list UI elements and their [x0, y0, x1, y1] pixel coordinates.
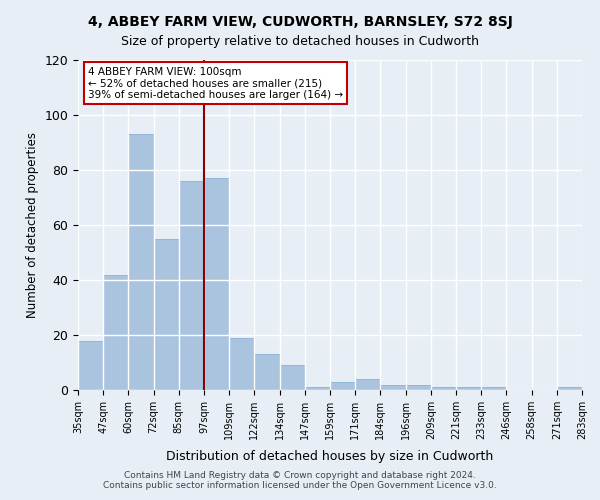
- Text: Size of property relative to detached houses in Cudworth: Size of property relative to detached ho…: [121, 35, 479, 48]
- Bar: [481, 387, 506, 390]
- Bar: [179, 181, 204, 390]
- Text: 4, ABBEY FARM VIEW, CUDWORTH, BARNSLEY, S72 8SJ: 4, ABBEY FARM VIEW, CUDWORTH, BARNSLEY, …: [88, 15, 512, 29]
- Bar: [128, 134, 154, 390]
- Bar: [204, 178, 229, 390]
- Bar: [431, 387, 456, 390]
- Bar: [280, 365, 305, 390]
- Bar: [456, 387, 481, 390]
- Bar: [254, 354, 280, 390]
- Bar: [330, 382, 355, 390]
- Bar: [355, 379, 380, 390]
- Bar: [406, 384, 431, 390]
- Text: Contains HM Land Registry data © Crown copyright and database right 2024.
Contai: Contains HM Land Registry data © Crown c…: [103, 470, 497, 490]
- Bar: [154, 239, 179, 390]
- Bar: [557, 387, 582, 390]
- Bar: [305, 387, 330, 390]
- Bar: [229, 338, 254, 390]
- Text: 4 ABBEY FARM VIEW: 100sqm
← 52% of detached houses are smaller (215)
39% of semi: 4 ABBEY FARM VIEW: 100sqm ← 52% of detac…: [88, 66, 343, 100]
- Y-axis label: Number of detached properties: Number of detached properties: [26, 132, 39, 318]
- X-axis label: Distribution of detached houses by size in Cudworth: Distribution of detached houses by size …: [166, 450, 494, 463]
- Bar: [103, 274, 128, 390]
- Bar: [380, 384, 406, 390]
- Bar: [78, 340, 103, 390]
